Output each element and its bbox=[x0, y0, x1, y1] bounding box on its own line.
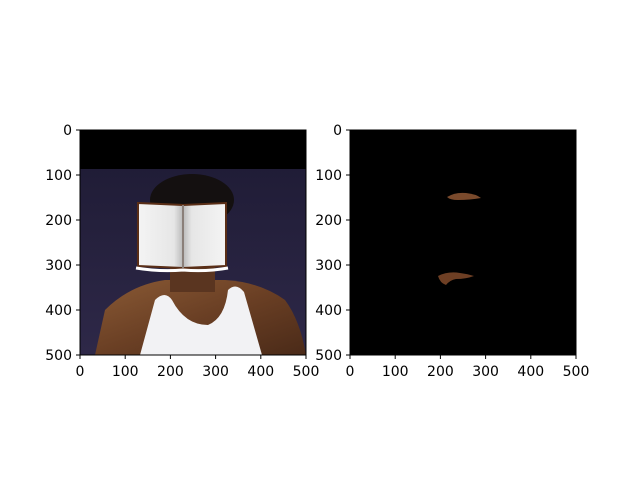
right-x-tick-label: 0 bbox=[346, 364, 355, 380]
left-x-tick-label: 400 bbox=[247, 364, 274, 380]
left-x-tick-label: 500 bbox=[293, 364, 320, 380]
skin-region-bottom bbox=[438, 272, 474, 285]
right-x-tick-label: 300 bbox=[472, 364, 499, 380]
left-image bbox=[80, 130, 306, 355]
left-y-tick-label: 400 bbox=[45, 303, 72, 319]
left-y-tick-label: 500 bbox=[45, 348, 72, 364]
right-y-tick-label: 0 bbox=[333, 123, 342, 139]
right-y-tick-label: 200 bbox=[315, 213, 342, 229]
left-x-tick-label: 200 bbox=[157, 364, 184, 380]
right-y-tick-label: 100 bbox=[315, 168, 342, 184]
right-x-tick-label: 200 bbox=[427, 364, 454, 380]
left-x-tick-label: 0 bbox=[76, 364, 85, 380]
right-y-tick-label: 300 bbox=[315, 258, 342, 274]
left-y-tick-label: 300 bbox=[45, 258, 72, 274]
left-axes-frame bbox=[79, 129, 307, 356]
right-x-tick-label: 400 bbox=[517, 364, 544, 380]
skin-region-top bbox=[447, 192, 481, 200]
left-x-tick-label: 300 bbox=[202, 364, 229, 380]
right-x-tick-label: 500 bbox=[563, 364, 590, 380]
right-y-ticks: 0 100 200 300 400 500 bbox=[315, 123, 350, 364]
right-image bbox=[350, 130, 576, 355]
left-y-tick-label: 0 bbox=[63, 123, 72, 139]
left-y-ticks: 0 100 200 300 400 500 bbox=[45, 123, 80, 364]
right-y-tick-label: 400 bbox=[315, 303, 342, 319]
right-x-ticks: 0 100 200 300 400 500 bbox=[346, 355, 590, 380]
book-image bbox=[135, 201, 229, 273]
right-y-tick-label: 500 bbox=[315, 348, 342, 364]
left-x-tick-label: 100 bbox=[112, 364, 139, 380]
right-axes-frame bbox=[349, 129, 577, 356]
left-y-tick-label: 200 bbox=[45, 213, 72, 229]
left-y-tick-label: 100 bbox=[45, 168, 72, 184]
right-x-tick-label: 100 bbox=[382, 364, 409, 380]
left-x-ticks: 0 100 200 300 400 500 bbox=[76, 355, 320, 380]
